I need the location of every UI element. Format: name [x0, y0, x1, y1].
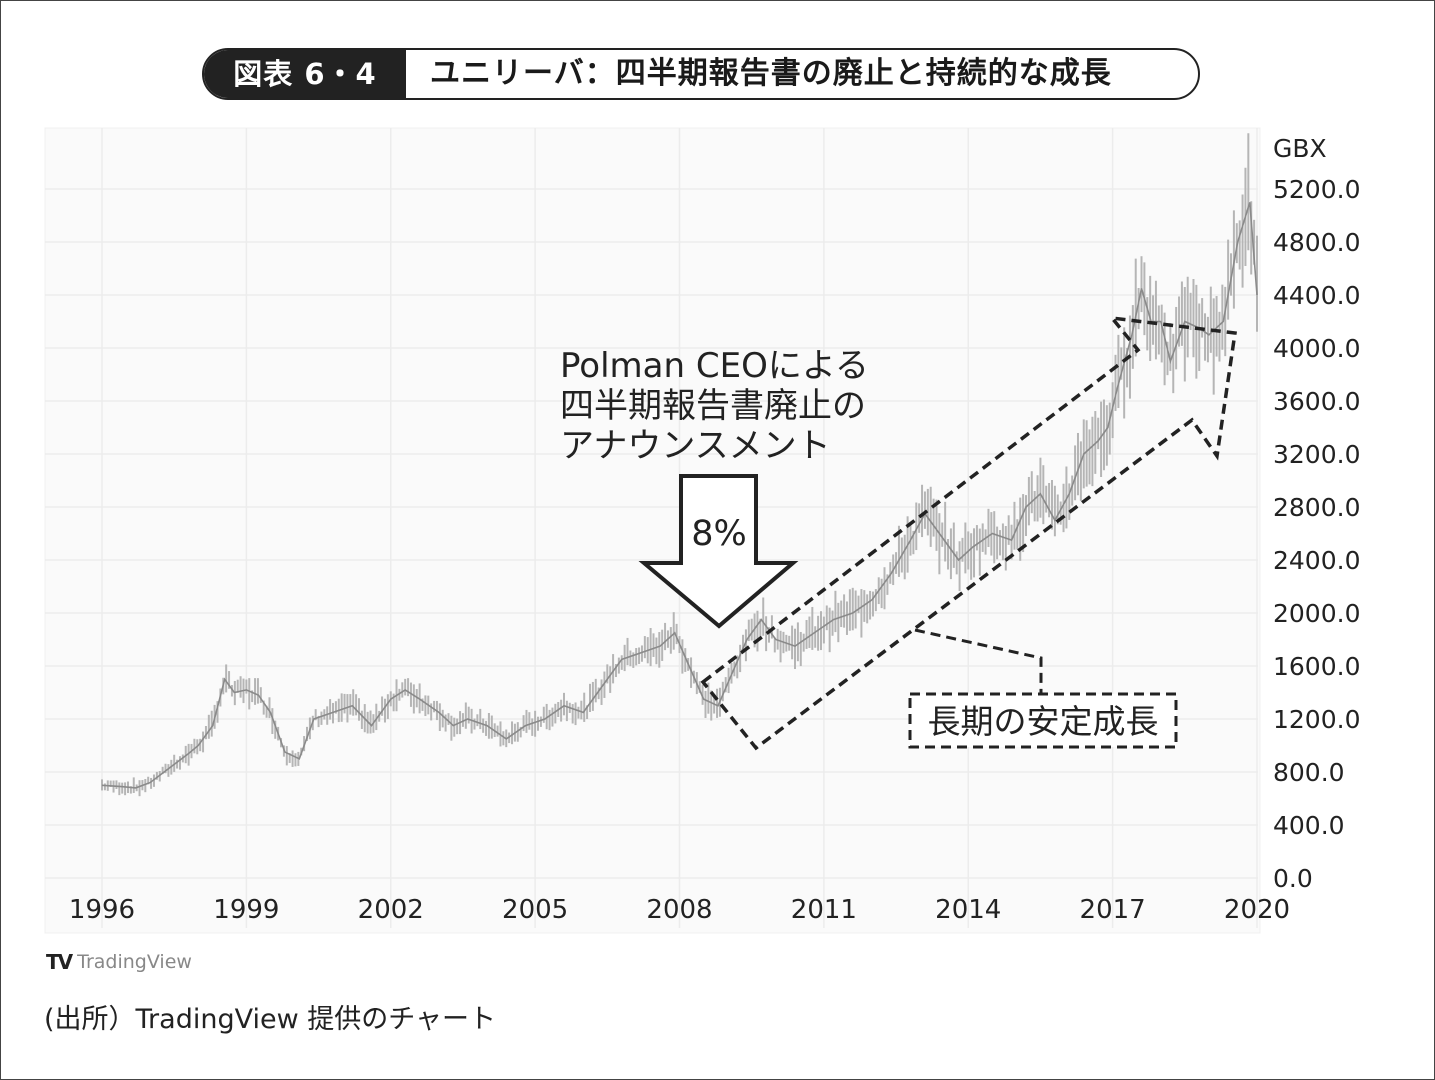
x-tick-label: 1996	[69, 895, 135, 925]
grid-lines	[45, 128, 1258, 928]
y-axis-labels: 0.0 400.0 800.0 1200.0 1600.0 2000.0 2400.0 280…	[1273, 175, 1360, 893]
y-tick-label: 3200.0	[1273, 440, 1360, 469]
tradingview-logo-icon: TV	[46, 950, 73, 974]
announcement-arrow	[638, 474, 799, 629]
growth-label-leader	[914, 628, 1043, 694]
y-tick-label: 4000.0	[1273, 334, 1360, 363]
figure-title: 図表 6・4 ユニリーバ：四半期報告書の廃止と持続的な成長	[202, 48, 1200, 100]
x-tick-label: 2005	[502, 895, 568, 925]
y-axis-unit: GBX	[1273, 134, 1327, 163]
y-tick-label: 4800.0	[1273, 228, 1360, 257]
y-tick-label: 4400.0	[1273, 281, 1360, 310]
announcement-line-2: 四半期報告書廃止の	[560, 386, 866, 426]
x-tick-label: 1999	[213, 895, 279, 925]
figure-number: 図表 6・4	[204, 50, 406, 98]
x-tick-label: 2017	[1080, 895, 1146, 925]
arrow-percentage-label: 8%	[691, 514, 747, 554]
growth-label: 長期の安定成長	[928, 702, 1159, 741]
y-tick-label: 1600.0	[1273, 652, 1360, 681]
x-tick-label: 2020	[1224, 895, 1290, 925]
y-tick-label: 1200.0	[1273, 705, 1360, 734]
plot-area	[44, 127, 1261, 934]
y-tick-label: 2000.0	[1273, 599, 1360, 628]
price-line	[101, 202, 1258, 789]
figure-title-text: ユニリーバ：四半期報告書の廃止と持続的な成長	[430, 56, 1112, 91]
y-tick-label: 400.0	[1273, 811, 1345, 840]
announcement-line-3: アナウンスメント	[560, 426, 831, 466]
source-note: (出所）TradingView 提供のチャート	[44, 1004, 496, 1035]
x-tick-label: 2014	[935, 895, 1001, 925]
tradingview-logo-text: TradingView	[77, 951, 192, 973]
y-tick-label: 2800.0	[1273, 493, 1360, 522]
x-tick-label: 2002	[358, 895, 424, 925]
x-axis-labels: 1996 1999 2002 2005 2008 2011 2014 2017 2020	[69, 895, 1290, 925]
x-tick-label: 2011	[791, 895, 857, 925]
tradingview-logo: TV TradingView	[46, 950, 192, 974]
growth-channel-arrow	[700, 315, 1237, 751]
announcement-line-1: Polman CEOによる	[560, 346, 869, 386]
y-tick-label: 2400.0	[1273, 546, 1360, 575]
growth-label-box	[908, 692, 1178, 749]
y-tick-label: 3600.0	[1273, 387, 1360, 416]
x-tick-label: 2008	[646, 895, 712, 925]
y-tick-label: 0.0	[1273, 864, 1313, 893]
y-tick-label: 5200.0	[1273, 175, 1360, 204]
y-tick-label: 800.0	[1273, 758, 1345, 787]
